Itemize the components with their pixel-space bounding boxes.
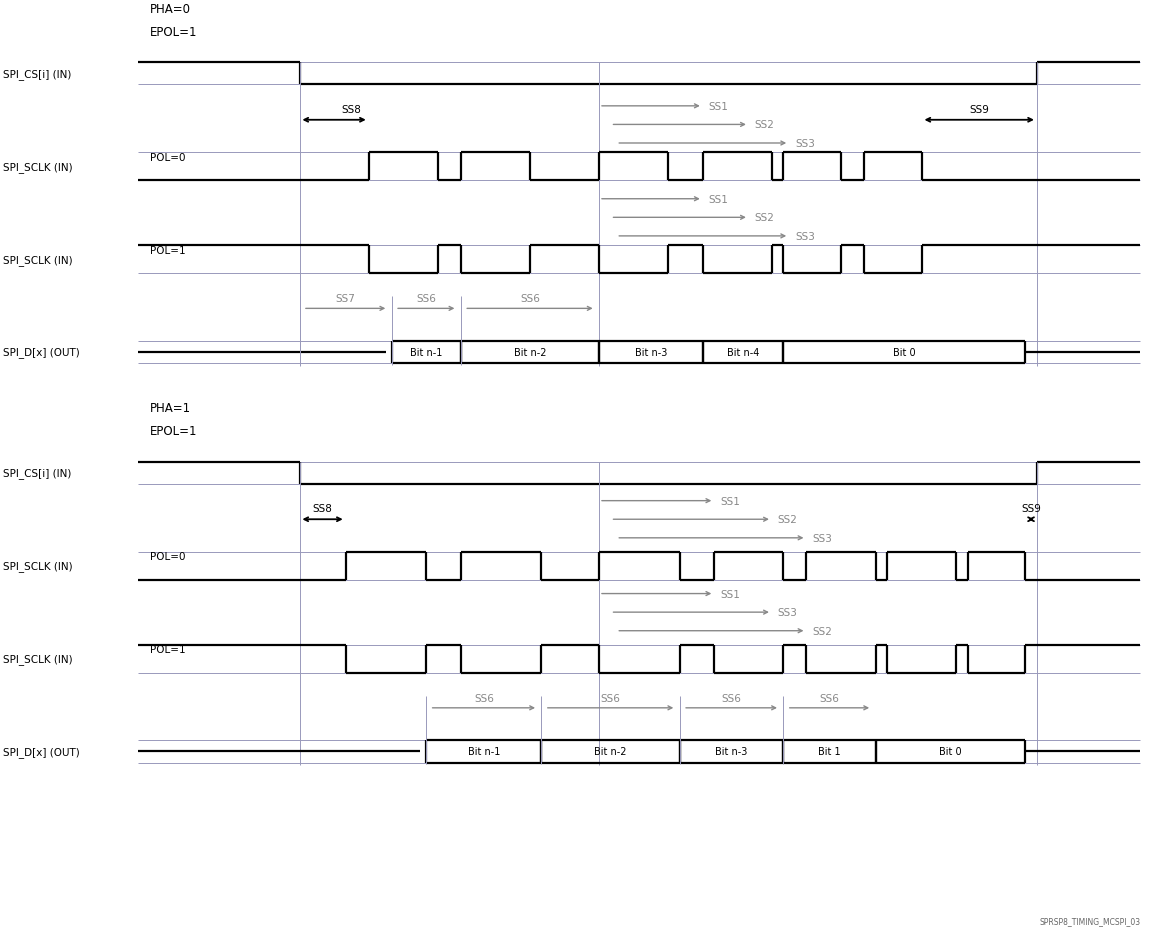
Text: SPI_SCLK (IN): SPI_SCLK (IN) — [3, 161, 73, 173]
Text: SS3: SS3 — [812, 534, 832, 543]
Text: SS6: SS6 — [819, 693, 840, 702]
Text: Bit 0: Bit 0 — [893, 348, 916, 357]
Text: SS1: SS1 — [720, 496, 740, 506]
Text: SS8: SS8 — [312, 504, 333, 513]
Text: SS6: SS6 — [600, 693, 621, 702]
Text: Bit n-2: Bit n-2 — [514, 348, 546, 357]
Text: SS2: SS2 — [755, 121, 774, 130]
Text: SS9: SS9 — [969, 105, 990, 114]
Text: SPI_SCLK (IN): SPI_SCLK (IN) — [3, 653, 73, 664]
Text: SS2: SS2 — [812, 626, 832, 636]
Text: PHA=1: PHA=1 — [150, 402, 191, 415]
Text: SS6: SS6 — [473, 693, 494, 702]
Text: SS6: SS6 — [721, 693, 742, 702]
Text: SS6: SS6 — [416, 294, 437, 303]
Text: Bit n-1: Bit n-1 — [468, 747, 500, 756]
Text: EPOL=1: EPOL=1 — [150, 425, 197, 438]
Text: SS1: SS1 — [708, 195, 728, 204]
Text: SPI_D[x] (OUT): SPI_D[x] (OUT) — [3, 746, 81, 757]
Text: SS3: SS3 — [795, 139, 814, 148]
Text: POL=0: POL=0 — [150, 552, 185, 561]
Text: SS3: SS3 — [795, 232, 814, 241]
Text: SS9: SS9 — [1021, 504, 1041, 513]
Text: Bit n-3: Bit n-3 — [635, 348, 667, 357]
Text: SPI_D[x] (OUT): SPI_D[x] (OUT) — [3, 347, 81, 358]
Text: SPI_SCLK (IN): SPI_SCLK (IN) — [3, 254, 73, 265]
Text: SS8: SS8 — [341, 105, 362, 114]
Text: Bit 1: Bit 1 — [818, 747, 841, 756]
Text: SS1: SS1 — [720, 589, 740, 599]
Text: SPI_SCLK (IN): SPI_SCLK (IN) — [3, 561, 73, 572]
Text: POL=0: POL=0 — [150, 153, 185, 162]
Text: SS6: SS6 — [520, 294, 540, 303]
Text: Bit 0: Bit 0 — [939, 747, 962, 756]
Text: Bit n-4: Bit n-4 — [727, 348, 759, 357]
Text: SPI_CS[i] (IN): SPI_CS[i] (IN) — [3, 69, 71, 80]
Text: SPI_CS[i] (IN): SPI_CS[i] (IN) — [3, 468, 71, 479]
Text: EPOL=1: EPOL=1 — [150, 26, 197, 39]
Text: SS7: SS7 — [335, 294, 356, 303]
Text: POL=1: POL=1 — [150, 645, 185, 654]
Text: SS2: SS2 — [778, 515, 797, 524]
Text: Bit n-2: Bit n-2 — [594, 747, 627, 756]
Text: SPRSP8_TIMING_MCSPI_03: SPRSP8_TIMING_MCSPI_03 — [1039, 916, 1140, 925]
Text: SS2: SS2 — [755, 213, 774, 223]
Text: POL=1: POL=1 — [150, 246, 185, 255]
Text: SS1: SS1 — [708, 102, 728, 111]
Text: SS3: SS3 — [778, 608, 797, 617]
Text: PHA=0: PHA=0 — [150, 3, 191, 16]
Text: Bit n-1: Bit n-1 — [410, 348, 442, 357]
Text: Bit n-3: Bit n-3 — [715, 747, 748, 756]
